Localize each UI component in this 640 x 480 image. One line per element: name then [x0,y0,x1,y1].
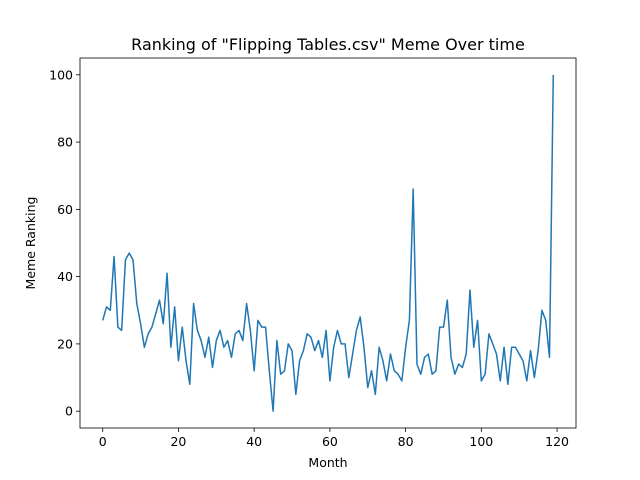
y-axis: 0 20 40 60 80 100 [49,67,80,419]
y-tick-label: 60 [57,202,73,217]
x-axis-label: Month [308,455,347,470]
y-tick-label: 100 [49,67,73,82]
x-tick-label: 0 [99,434,107,449]
y-tick-label: 80 [57,135,73,150]
x-tick-label: 40 [246,434,262,449]
x-tick-label: 20 [170,434,186,449]
series-line-0 [101,74,555,412]
x-tick-label: 100 [469,434,493,449]
x-tick-label: 80 [398,434,414,449]
chart-title: Ranking of "Flipping Tables.csv" Meme Ov… [131,35,525,54]
x-axis: 0 20 40 60 80 100 120 [99,428,569,449]
plot-area [101,74,555,412]
y-tick-label: 0 [65,404,73,419]
x-tick-label: 120 [545,434,569,449]
axes-frame [79,57,577,429]
y-tick-label: 40 [57,269,73,284]
y-tick-label: 20 [57,336,73,351]
x-tick-label: 60 [322,434,338,449]
y-axis-label: Meme Ranking [23,197,38,290]
